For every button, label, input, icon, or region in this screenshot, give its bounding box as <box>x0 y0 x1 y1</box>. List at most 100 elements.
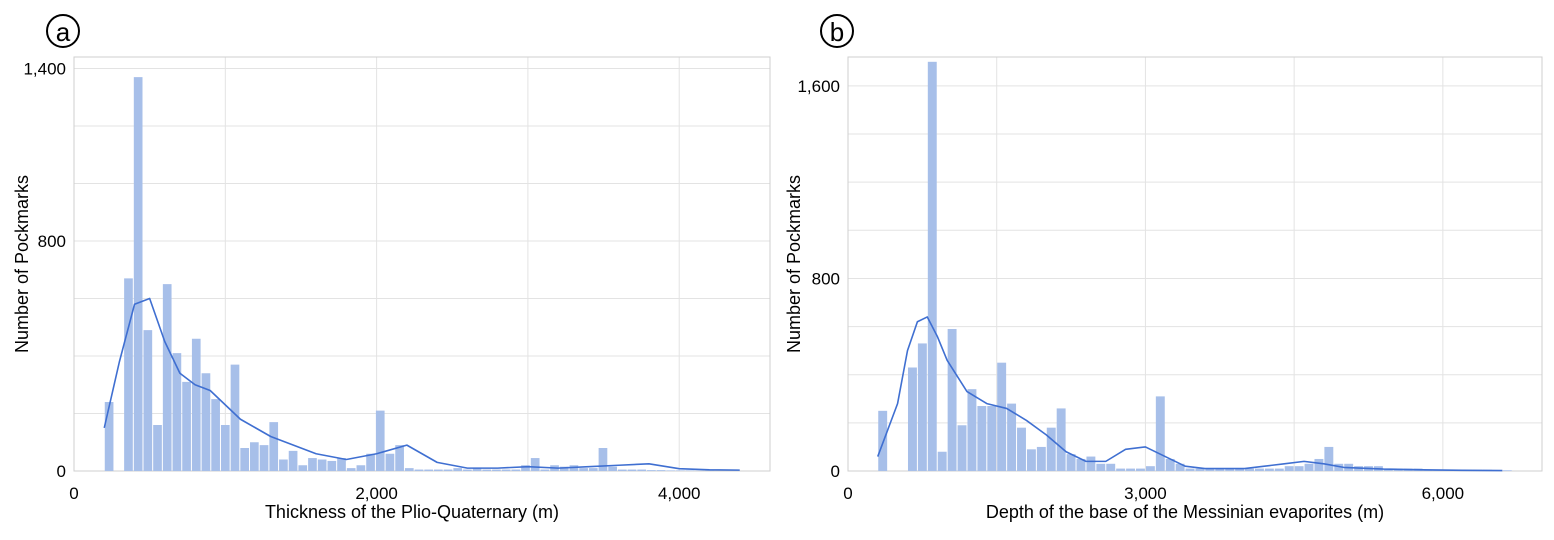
panel-label-a: a <box>46 14 80 48</box>
histogram-bar <box>1265 469 1274 471</box>
histogram-bar <box>666 470 675 471</box>
histogram-bar <box>434 470 443 471</box>
y-tick-label: 1,400 <box>23 60 66 79</box>
histogram-bar <box>318 460 327 472</box>
histogram-bar <box>1324 447 1333 471</box>
histogram-bar <box>997 363 1006 471</box>
histogram-bar <box>1295 466 1304 471</box>
histogram-bar <box>878 411 887 471</box>
histogram-bar <box>182 382 191 471</box>
histogram-bar <box>958 425 967 471</box>
histogram-bar <box>405 468 414 471</box>
histogram-bar <box>637 470 646 471</box>
histogram-bar <box>531 458 540 471</box>
histogram-bar <box>143 330 152 471</box>
histogram-bar <box>269 422 278 471</box>
histogram-bar <box>1096 464 1105 471</box>
histogram-bar <box>1086 457 1095 471</box>
histogram-bar <box>308 458 317 471</box>
histogram-bar <box>647 470 656 471</box>
histogram-bar <box>502 470 511 471</box>
histogram-bar <box>347 468 356 471</box>
y-tick-label: 1,600 <box>797 77 840 96</box>
histogram-bar <box>1067 454 1076 471</box>
histogram-bar <box>1037 447 1046 471</box>
histogram-bar <box>657 470 666 471</box>
histogram-bar <box>386 454 395 471</box>
histogram-bar <box>928 62 937 471</box>
histogram-bar <box>289 451 298 471</box>
histogram-bar <box>987 406 996 471</box>
x-axis-label: Depth of the base of the Messinian evapo… <box>986 502 1384 522</box>
x-tick-label: 0 <box>843 484 852 503</box>
histogram-bar <box>376 411 385 471</box>
histogram-bar <box>938 452 947 471</box>
histogram-bar <box>1057 408 1066 471</box>
histogram-bar <box>124 278 133 471</box>
histogram-bar <box>395 445 404 471</box>
histogram-bar <box>240 448 249 471</box>
histogram-bar <box>1126 469 1135 471</box>
histogram-bar <box>948 329 957 471</box>
histogram-bar <box>424 470 433 471</box>
histogram-bar <box>250 442 259 471</box>
histogram-bar <box>337 458 346 471</box>
histogram-bar <box>967 389 976 471</box>
histogram-bar <box>444 470 453 471</box>
histogram-bar <box>1255 469 1264 471</box>
histogram-bar <box>1136 469 1145 471</box>
y-axis-label: Number of Pockmarks <box>12 175 32 353</box>
histogram-bar <box>541 470 550 471</box>
histogram-bar <box>1305 464 1314 471</box>
histogram-bar <box>173 353 182 471</box>
x-tick-label: 3,000 <box>1124 484 1167 503</box>
histogram-bar <box>1116 469 1125 471</box>
y-tick-label: 0 <box>831 462 840 481</box>
histogram-bar <box>599 448 608 471</box>
histogram-bar <box>482 470 491 471</box>
histogram-bar <box>192 339 201 471</box>
histogram-bar <box>1146 466 1155 471</box>
histogram-bar <box>357 465 366 471</box>
histogram-bar <box>608 467 617 471</box>
histogram-bar <box>260 445 269 471</box>
y-tick-label: 800 <box>812 269 840 288</box>
histogram-bar <box>1314 459 1323 471</box>
histogram-bar <box>1027 449 1036 471</box>
histogram-bar <box>918 343 927 471</box>
histogram-bar <box>1503 470 1512 471</box>
x-tick-label: 2,000 <box>355 484 398 503</box>
histogram-bar <box>511 470 520 471</box>
histogram-bar <box>686 470 695 471</box>
histogram-bar <box>1186 469 1195 471</box>
histogram-bar <box>105 402 114 471</box>
histogram-bar <box>153 425 162 471</box>
histogram-bar <box>1106 464 1115 471</box>
histogram-bar <box>134 77 143 471</box>
y-tick-label: 800 <box>38 232 66 251</box>
histogram-bar <box>415 470 424 471</box>
histogram-bar <box>1285 466 1294 471</box>
histogram-bar <box>618 470 627 471</box>
histogram-bar <box>579 468 588 471</box>
histogram-bar <box>327 461 336 471</box>
histogram-bar <box>1275 469 1284 471</box>
histogram-bar <box>977 406 986 471</box>
histogram-bar <box>221 425 230 471</box>
panel-label-b: b <box>820 14 854 48</box>
histogram-bar <box>298 465 307 471</box>
x-tick-label: 4,000 <box>658 484 701 503</box>
y-tick-label: 0 <box>57 462 66 481</box>
histogram-bar <box>1156 396 1165 471</box>
histogram-bar <box>1047 428 1056 471</box>
x-axis-label: Thickness of the Plio-Quaternary (m) <box>265 502 559 522</box>
histogram-bar <box>279 460 288 472</box>
histogram-bar <box>908 368 917 472</box>
histogram-bar <box>589 468 598 471</box>
histogram-bar <box>1017 428 1026 471</box>
histogram-bar <box>463 470 472 471</box>
